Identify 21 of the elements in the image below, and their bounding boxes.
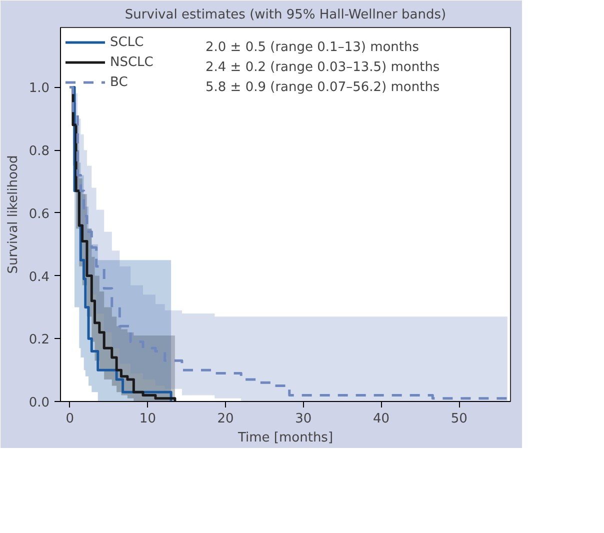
y-tick-label: 0.2	[28, 332, 50, 348]
y-tick-label: 1.0	[28, 81, 50, 96]
annotation: 5.8 ± 0.9 (range 0.07–56.2) months	[206, 80, 440, 95]
x-tick-label: 0	[66, 412, 74, 426]
y-tick-label: 0.8	[28, 144, 50, 160]
x-tick-label: 50	[450, 412, 468, 426]
x-tick-label: 30	[295, 412, 312, 426]
x-tick-label: 10	[139, 412, 156, 426]
y-tick-label: 0.0	[28, 396, 50, 410]
y-tick-label: 0.6	[28, 206, 50, 222]
chart-title: Survival estimates (with 95% Hall-Wellner bands)	[124, 8, 446, 22]
annotation: 2.4 ± 0.2 (range 0.03–13.5) months	[206, 60, 440, 75]
legend-label: NSCLC	[110, 54, 154, 72]
annotation: 2.0 ± 0.5 (range 0.1–13) months	[206, 40, 420, 55]
y-axis-title: Survival likelihood	[6, 155, 21, 274]
x-tick-label: 40	[372, 412, 390, 426]
x-tick-label: 20	[217, 412, 234, 426]
y-tick-label: 0.4	[28, 270, 50, 285]
x-axis-title: Time [months]	[236, 430, 334, 446]
legend-label: BC	[110, 74, 129, 92]
legend-label: SCLC	[110, 34, 145, 52]
